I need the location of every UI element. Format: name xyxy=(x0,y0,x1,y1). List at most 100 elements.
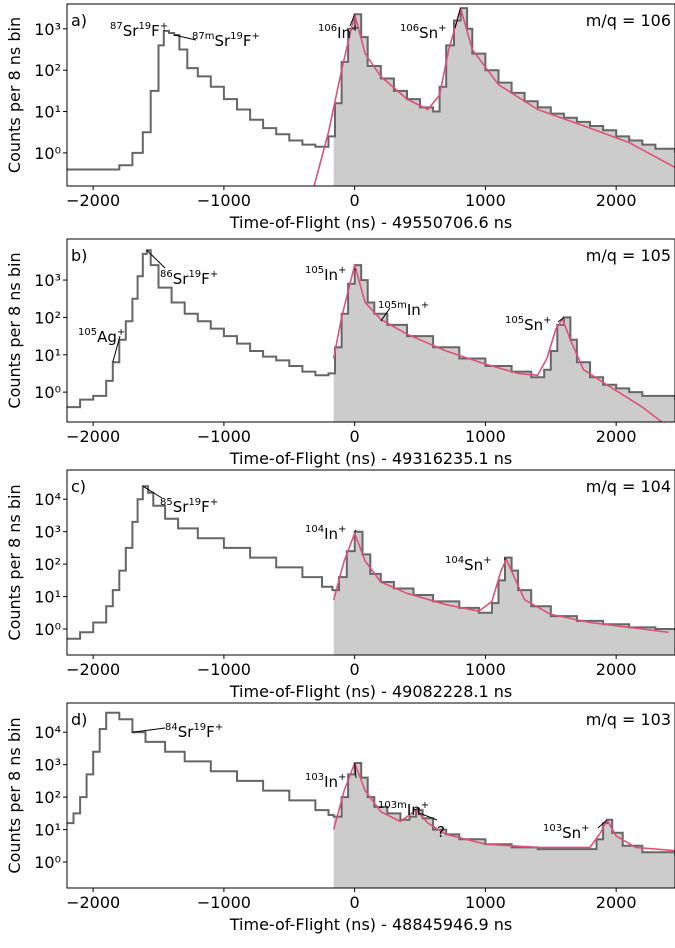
fit-region-fill xyxy=(333,265,675,422)
annotation-superscript: 106 xyxy=(400,23,419,34)
annotation-text: Sr xyxy=(178,723,195,741)
annotation-superscript: 87m xyxy=(192,31,214,42)
annotation-text: In xyxy=(407,301,421,319)
y-tick-label: 10³ xyxy=(34,20,61,39)
annotation-text: F xyxy=(206,723,215,741)
peak-annotation: 106In+ xyxy=(318,23,359,42)
annotation-superscript: 104 xyxy=(305,524,324,535)
histogram-line xyxy=(67,711,675,856)
y-axis-label: Counts per 8 ns bin xyxy=(5,717,24,873)
plot-area xyxy=(67,711,675,888)
x-tick-label: 0 xyxy=(350,191,360,210)
annotation-text: F xyxy=(151,22,160,40)
annotation-text: In xyxy=(324,525,338,543)
annotation-superscript: 19 xyxy=(188,269,201,280)
y-axis-label: Counts per 8 ns bin xyxy=(5,252,24,408)
annotation-superscript: + xyxy=(483,555,491,566)
fit-curve xyxy=(313,7,675,186)
histogram-line xyxy=(67,485,675,640)
x-tick-label: −2000 xyxy=(66,427,120,446)
x-axis-label: Time-of-Flight (ns) - 49550706.6 ns xyxy=(229,213,512,232)
y-tick-label: 10⁴ xyxy=(34,723,61,742)
x-axis-label: Time-of-Flight (ns) - 49316235.1 ns xyxy=(229,449,512,468)
axes-frame xyxy=(66,238,675,423)
x-axis-label: Time-of-Flight (ns) - 49082228.1 ns xyxy=(229,682,512,701)
peak-annotation: 87Sr19F+ xyxy=(110,21,168,40)
x-tick-label: 0 xyxy=(350,660,360,679)
annotation-superscript: 103m xyxy=(378,800,407,811)
annotation-text: Ag xyxy=(97,328,117,346)
fit-curve xyxy=(332,532,669,634)
annotation-text: Sr xyxy=(214,32,231,50)
annotation-superscript: + xyxy=(210,497,218,508)
y-axis-label: Counts per 8 ns bin xyxy=(5,17,24,173)
x-tick-label: 2000 xyxy=(596,893,637,912)
annotation-text: In xyxy=(324,266,338,284)
axes-frame xyxy=(66,469,675,656)
mass-charge-label: m/q = 103 xyxy=(586,710,671,729)
peak-annotation: 104In+ xyxy=(305,524,346,543)
annotation-leader xyxy=(132,727,166,733)
x-tick-label: 2000 xyxy=(596,660,637,679)
y-tick-label: 10⁰ xyxy=(34,620,61,639)
x-axis-label: Time-of-Flight (ns) - 48845946.9 ns xyxy=(229,915,512,934)
annotation-text: F xyxy=(201,498,210,516)
x-tick-label: −2000 xyxy=(66,191,120,210)
y-tick-label: 10¹ xyxy=(34,821,61,840)
panel-a: −2000 −1000 0 1000 2000 10⁰ 10¹ 10² 10³ Time-of-F… xyxy=(5,3,675,232)
annotation-superscript: 105 xyxy=(78,327,97,338)
annotation-superscript: 87 xyxy=(110,21,123,32)
y-axis-label: Counts per 8 ns bin xyxy=(5,484,24,640)
peak-annotation: ? xyxy=(437,823,445,841)
y-tick-label: 10¹ xyxy=(34,346,61,365)
x-tick-label: −1000 xyxy=(197,427,251,446)
annotation-superscript: + xyxy=(252,31,260,42)
y-tick-label: 10² xyxy=(34,61,61,80)
annotation-leader xyxy=(174,34,197,41)
annotation-superscript: + xyxy=(581,823,589,834)
annotation-superscript: + xyxy=(438,23,446,34)
annotation-superscript: 19 xyxy=(193,722,206,733)
annotation-text: Sr xyxy=(123,22,140,40)
panel-letter: d) xyxy=(71,710,87,729)
annotation-superscript: + xyxy=(351,23,359,34)
peak-annotation: 103Sn+ xyxy=(543,823,590,842)
annotation-leader xyxy=(380,307,391,322)
x-tick-label: 2000 xyxy=(596,427,637,446)
annotation-text: Sr xyxy=(173,270,190,288)
x-tick-label: −1000 xyxy=(197,660,251,679)
peak-annotation: 105Ag+ xyxy=(78,327,125,346)
mass-charge-label: m/q = 106 xyxy=(586,11,671,30)
fit-curve xyxy=(332,762,675,852)
plot-area xyxy=(67,485,675,655)
peak-annotation: 105mIn+ xyxy=(378,300,429,319)
annotation-superscript: 85 xyxy=(160,497,173,508)
y-tick-label: 10⁰ xyxy=(34,853,61,872)
peak-annotation: 84Sr19F+ xyxy=(165,722,223,741)
x-tick-label: 0 xyxy=(350,427,360,446)
annotation-superscript: 105 xyxy=(305,265,324,276)
annotation-superscript: 86 xyxy=(160,269,173,280)
x-tick-label: −1000 xyxy=(197,191,251,210)
y-tick-label: 10⁰ xyxy=(34,144,61,163)
x-tick-label: 1000 xyxy=(465,191,506,210)
panel-letter: a) xyxy=(71,11,87,30)
x-tick-label: −2000 xyxy=(66,893,120,912)
x-tick-label: 1000 xyxy=(465,660,506,679)
annotation-leader xyxy=(557,317,565,323)
y-tick-label: 10³ xyxy=(34,271,61,290)
histogram-line xyxy=(67,7,675,171)
peak-annotation: 85Sr19F+ xyxy=(160,497,218,516)
annotation-text: Sr xyxy=(173,498,190,516)
y-tick-label: 10³ xyxy=(34,756,61,775)
y-tick-label: 10³ xyxy=(34,523,61,542)
annotation-superscript: 103 xyxy=(543,823,562,834)
fit-region-fill xyxy=(333,763,675,888)
x-tick-label: 1000 xyxy=(465,893,506,912)
panel-b: −2000 −1000 0 1000 2000 10⁰ 10¹ 10² 10³ Time-of-F… xyxy=(5,238,675,468)
annotation-superscript: + xyxy=(338,524,346,535)
annotation-superscript: 19 xyxy=(138,21,151,32)
annotation-superscript: 103 xyxy=(305,772,324,783)
peak-annotation: 106Sn+ xyxy=(400,23,447,42)
annotation-leader xyxy=(349,14,356,27)
